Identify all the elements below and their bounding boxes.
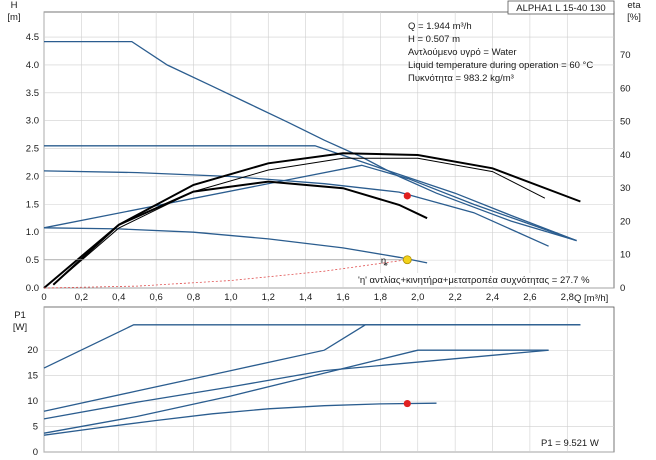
p1-tick-label: 5 <box>33 422 38 433</box>
y2-tick-label: 50 <box>620 117 631 128</box>
y-tick-label: 0.0 <box>26 283 39 294</box>
p1-tick-label: 20 <box>27 345 38 356</box>
x-tick-label: 2,4 <box>486 292 499 303</box>
x-tick-label: 1,6 <box>336 292 349 303</box>
y-tick-label: 2.0 <box>26 171 39 182</box>
power-curve-1 <box>43 324 581 369</box>
y2-tick-label: 10 <box>620 250 631 261</box>
x-tick-label: 0,8 <box>187 292 200 303</box>
x-tick-label: 1,0 <box>224 292 237 303</box>
system-curve <box>43 259 408 289</box>
eta-curve-1 <box>52 152 581 286</box>
y-tick-label: 3.0 <box>26 116 39 127</box>
x-tick-label: 1,2 <box>262 292 275 303</box>
p1-tick-label: 0 <box>33 447 38 458</box>
eta-operating-point <box>403 192 411 200</box>
y-tick-label: 4.0 <box>26 60 39 71</box>
y2-tick-label: 30 <box>620 183 631 194</box>
y-axis-label: H <box>11 0 18 11</box>
x-tick-label: 2,6 <box>523 292 536 303</box>
x-axis-label: Q [m³/h] <box>574 293 608 304</box>
efficiency-marker: ȵ <box>381 256 388 267</box>
y-axis-unit: [m] <box>7 12 20 23</box>
y-tick-label: 0.5 <box>26 255 39 266</box>
duty-info-line: Αντλούμενο υγρό = Water <box>408 47 517 58</box>
y-tick-label: 4.5 <box>26 32 39 43</box>
head-curve-5 <box>43 164 577 242</box>
x-tick-label: 2,2 <box>449 292 462 303</box>
head-curve-1 <box>44 40 577 242</box>
bottom-plot-frame <box>43 306 615 453</box>
y2-tick-label: 70 <box>620 50 631 61</box>
power-curve-3 <box>43 349 549 420</box>
x-tick-label: 1,4 <box>299 292 312 303</box>
y2-tick-label: 20 <box>620 216 631 227</box>
p1-note: P1 = 9.521 W <box>541 438 599 449</box>
y-tick-label: 1.5 <box>26 199 39 210</box>
eta-curve-2 <box>52 157 546 286</box>
x-tick-label: 0,4 <box>112 292 125 303</box>
y2-tick-label: 40 <box>620 150 631 161</box>
duty-point <box>402 255 412 265</box>
y2-tick-label: 0 <box>620 283 625 294</box>
y-tick-label: 3.5 <box>26 88 39 99</box>
p1-axis-unit: [W] <box>13 322 27 333</box>
duty-info-line: Liquid temperature during operation = 60… <box>408 60 593 71</box>
duty-info-line: Q = 1.944 m³/h <box>408 21 472 32</box>
power-curve-4 <box>43 349 549 434</box>
y-tick-label: 2.5 <box>26 144 39 155</box>
p1-tick-label: 10 <box>27 396 38 407</box>
p1-tick-label: 15 <box>27 371 38 382</box>
duty-info-line: Πυκνότητα = 983.2 kg/m³ <box>408 73 514 84</box>
eta-curve-3 <box>43 180 428 289</box>
power-curve-2 <box>43 324 581 412</box>
x-tick-label: 1,8 <box>374 292 387 303</box>
head-curve-3 <box>43 170 549 247</box>
head-curve-2 <box>44 145 577 242</box>
x-tick-label: 2,0 <box>411 292 424 303</box>
model-label: ALPHA1 L 15-40 130 <box>516 3 605 14</box>
y-tick-label: 1.0 <box>26 227 39 238</box>
power-curve-5 <box>43 402 437 436</box>
x-tick-label: 0,2 <box>75 292 88 303</box>
head-curve-4 <box>43 227 428 264</box>
duty-info-line: H = 0.507 m <box>408 34 460 45</box>
x-tick-label: 0,6 <box>150 292 163 303</box>
efficiency-note-bg <box>356 273 612 286</box>
power-operating-point <box>403 399 411 408</box>
y2-axis-label: eta <box>627 0 641 11</box>
x-tick-label: 0 <box>41 292 46 303</box>
p1-axis-label: P1 <box>14 310 26 321</box>
x-tick-label: 2,8 <box>561 292 574 303</box>
model-label-box <box>507 0 615 15</box>
efficiency-note: 'η' αντλίας+κινητήρα+μετατροπέα συχνότητ… <box>358 275 590 286</box>
y2-axis-unit: [%] <box>627 12 641 23</box>
y2-tick-label: 60 <box>620 83 631 94</box>
